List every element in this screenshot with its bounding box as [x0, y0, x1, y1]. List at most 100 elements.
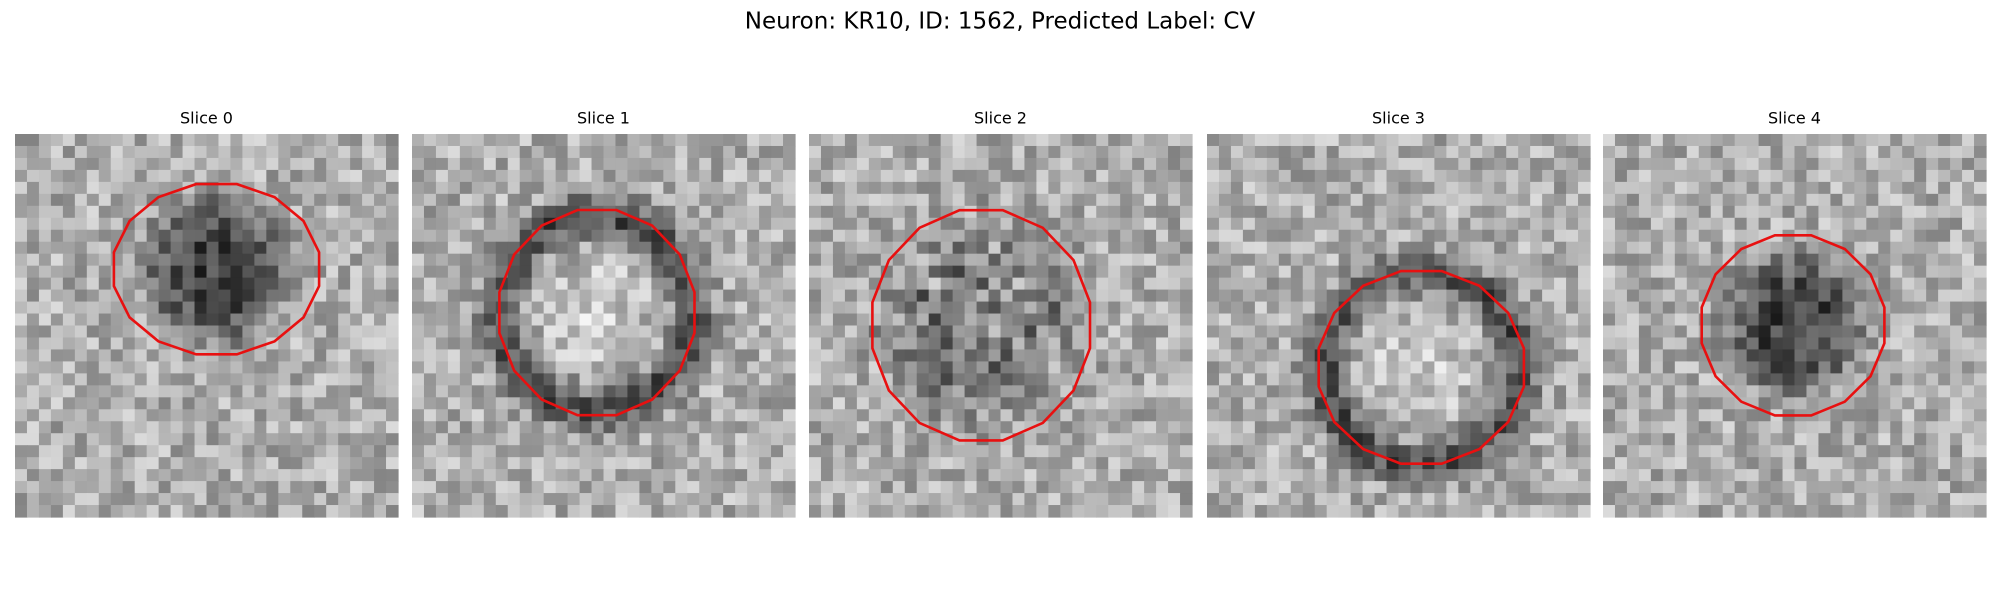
- pixel: [675, 134, 688, 147]
- pixel: [1278, 493, 1292, 506]
- pixel: [1290, 241, 1304, 255]
- pixel: [1048, 301, 1061, 315]
- pixel: [134, 265, 148, 279]
- pixel: [1890, 157, 1903, 171]
- pixel: [1024, 481, 1038, 494]
- pixel: [1218, 134, 1232, 147]
- pixel: [940, 289, 954, 303]
- pixel: [1326, 445, 1340, 458]
- pixel: [182, 397, 196, 410]
- pixel: [711, 157, 724, 171]
- pixel: [374, 409, 387, 422]
- pixel: [74, 313, 88, 327]
- pixel: [98, 169, 112, 183]
- pixel: [555, 217, 569, 231]
- pixel: [1386, 205, 1400, 219]
- pixel: [146, 205, 160, 219]
- pixel: [1950, 301, 1963, 315]
- pixel: [1000, 469, 1014, 482]
- pixel: [1180, 421, 1193, 434]
- pixel: [687, 169, 700, 183]
- pixel: [567, 325, 581, 339]
- pixel: [1168, 481, 1181, 494]
- pixel: [266, 217, 279, 231]
- pixel: [856, 241, 870, 255]
- pixel: [928, 134, 942, 147]
- pixel: [928, 289, 942, 303]
- pixel: [194, 445, 208, 458]
- pixel: [326, 253, 339, 267]
- pixel: [1084, 277, 1097, 291]
- pixel: [1830, 361, 1843, 374]
- pixel: [1096, 337, 1109, 351]
- pixel: [711, 217, 724, 231]
- pixel: [1230, 313, 1244, 327]
- pixel: [206, 205, 220, 219]
- pixel: [1530, 409, 1543, 422]
- pixel: [1530, 337, 1543, 351]
- pixel: [579, 301, 593, 315]
- pixel: [1962, 181, 1975, 195]
- pixel: [1638, 205, 1652, 219]
- pixel: [314, 253, 327, 267]
- pixel: [1854, 349, 1867, 363]
- pixel: [266, 445, 279, 458]
- pixel: [435, 289, 449, 303]
- pixel: [326, 313, 339, 327]
- pixel: [1108, 277, 1121, 291]
- pixel: [1410, 145, 1424, 159]
- pixel: [1096, 241, 1109, 255]
- pixel: [699, 433, 712, 446]
- pixel: [579, 289, 593, 303]
- pixel: [1686, 337, 1700, 351]
- pixel: [579, 265, 593, 279]
- pixel: [1290, 445, 1304, 458]
- pixel: [543, 421, 557, 434]
- pixel: [1314, 409, 1328, 422]
- pixel: [435, 217, 449, 231]
- pixel: [1794, 397, 1808, 410]
- pixel: [1818, 421, 1832, 434]
- pixel: [15, 493, 28, 506]
- pixel: [1242, 421, 1256, 434]
- pixel: [386, 193, 399, 207]
- pixel: [74, 361, 88, 374]
- pixel: [639, 229, 652, 243]
- pixel: [302, 313, 315, 327]
- pixel: [1938, 349, 1951, 363]
- pixel: [1254, 229, 1268, 243]
- pixel: [1060, 505, 1073, 518]
- pixel: [134, 301, 148, 315]
- pixel: [1878, 157, 1891, 171]
- pixel: [1156, 337, 1169, 351]
- pixel: [110, 313, 124, 327]
- pixel: [98, 289, 112, 303]
- pixel: [350, 409, 363, 422]
- pixel: [218, 265, 232, 279]
- pixel: [603, 181, 617, 195]
- pixel: [916, 337, 930, 351]
- pixel: [1650, 433, 1664, 446]
- pixel: [266, 373, 279, 386]
- pixel: [1048, 337, 1061, 351]
- pixel: [675, 505, 688, 518]
- pixel: [1386, 241, 1400, 255]
- pixel: [809, 157, 822, 171]
- pixel: [182, 313, 196, 327]
- pixel: [290, 241, 303, 255]
- pixel: [1818, 361, 1832, 374]
- pixel: [844, 181, 858, 195]
- pixel: [1494, 181, 1507, 195]
- pixel: [314, 325, 327, 339]
- pixel: [1132, 277, 1145, 291]
- pixel: [278, 157, 291, 171]
- pixel: [1036, 253, 1049, 267]
- pixel: [38, 433, 52, 446]
- pixel: [771, 181, 784, 195]
- pixel: [1926, 157, 1939, 171]
- pixel: [1470, 265, 1483, 279]
- pixel: [1506, 361, 1519, 374]
- pixel: [1938, 421, 1951, 434]
- pixel: [1350, 481, 1364, 494]
- pixel: [1207, 361, 1220, 374]
